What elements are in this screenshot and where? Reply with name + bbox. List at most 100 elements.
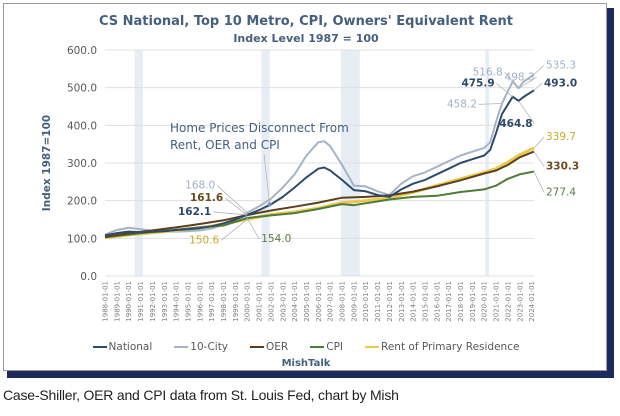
leader-line [224,197,248,216]
x-tick-label: 2023-01-01 [516,281,524,322]
y-tick-label: 100.0 [67,233,97,245]
x-tick-label: 2013-01-01 [398,281,406,322]
y-tick-label: 200.0 [67,196,97,208]
series-line-10-city [104,73,535,236]
legend-swatch [310,346,325,348]
x-tick-label: 1997-01-01 [208,281,216,322]
legend-swatch [250,346,265,348]
leader-line [213,211,248,216]
chart-caption: Case-Shiller, OER and CPI data from St. … [3,387,399,403]
x-tick-label: 2024-01-01 [528,281,536,322]
x-tick-label: 2006-01-01 [315,281,323,322]
leader-line [478,103,503,105]
annotation-text: Home Prices Disconnect From [170,121,349,135]
x-tick-label: 1995-01-01 [184,281,192,322]
x-tick-label: 1999-01-01 [232,281,240,322]
legend-label: 10-City [190,341,229,353]
x-tick-label: 2011-01-01 [374,281,382,322]
x-tick-label: 2005-01-01 [303,281,311,322]
x-tick-label: 2021-01-01 [493,281,501,322]
data-label: 516.8 [473,66,503,78]
data-label: 150.6 [189,234,219,246]
legend-label: National [108,341,153,353]
y-tick-label: 0.0 [80,271,97,283]
x-tick-label: 2017-01-01 [445,281,453,322]
x-tick-label: 1996-01-01 [196,281,204,322]
x-tick-label: 2018-01-01 [457,281,465,322]
x-tick-label: 1998-01-01 [220,281,228,322]
x-tick-label: 1993-01-01 [161,281,169,322]
legend-swatch [174,346,189,348]
brand-label: MishTalk [281,358,331,369]
x-tick-label: 2008-01-01 [339,281,347,322]
leader-line [246,217,260,240]
x-tick-label: 2016-01-01 [433,281,441,322]
legend-label: Rent of Primary Residence [381,341,520,353]
legend-item: 10-City [174,341,228,353]
data-label: 162.1 [178,206,211,218]
data-label: 464.8 [499,118,532,130]
y-tick-label: 600.0 [67,45,97,57]
y-tick-label: 500.0 [67,83,97,95]
leader-line [496,83,513,98]
data-label: 330.3 [546,161,579,173]
x-tick-label: 2015-01-01 [421,281,429,322]
data-label: 154.0 [261,233,291,245]
series-line-oer [104,150,535,238]
annotation-marker [267,202,272,207]
x-tick-label: 1992-01-01 [149,281,157,322]
x-tick-label: 1994-01-01 [173,281,181,322]
y-tick-label: 300.0 [67,158,97,170]
x-tick-label: 1991-01-01 [137,281,145,322]
x-tick-label: 2020-01-01 [481,281,489,322]
legend-swatch [92,346,107,348]
data-label: 535.3 [546,59,576,71]
leader-line [518,76,537,89]
series-line-rent-of-primary-residence [104,146,535,240]
annotation-text: Rent, OER and CPI [170,138,280,152]
legend-item: CPI [310,341,343,353]
legend-item: OER [250,341,288,353]
annotation-leader [263,153,271,205]
chart-frame: CS National, Top 10 Metro, CPI, Owners' … [3,3,607,371]
data-label: 493.0 [544,77,577,89]
data-label: 498.3 [505,71,535,83]
legend-item: Rent of Primary Residence [365,341,519,353]
data-label: 339.7 [546,131,576,143]
y-tick-label: 400.0 [67,120,97,132]
chart-title: CS National, Top 10 Metro, CPI, Owners' … [98,14,514,29]
x-tick-label: 2001-01-01 [256,281,264,322]
x-tick-label: 1990-01-01 [125,281,133,322]
x-tick-label: 2009-01-01 [350,281,358,322]
x-tick-label: 2014-01-01 [410,281,418,322]
chart-plot: 0.0 100.0 200.0 300.0 400.0 500.0 600.0 1988-01… [41,45,579,322]
leader-line [220,218,248,241]
series-line-national [104,89,535,237]
x-tick-label: 1989-01-01 [113,281,121,322]
data-label: 161.6 [190,192,223,204]
x-tick-label: 2022-01-01 [504,281,512,322]
x-tick-label: 2003-01-01 [279,281,287,322]
leader-line [533,136,545,149]
leader-line [518,100,535,125]
data-label: 277.4 [546,187,576,199]
legend-swatch [365,346,379,348]
chart-subtitle: Index Level 1987 = 100 [233,32,379,45]
leader-line [533,83,543,91]
x-tick-label: 2000-01-01 [244,281,252,322]
y-axis-label: Index 1987=100 [41,115,53,211]
x-tick-label: 1988-01-01 [102,281,110,322]
x-tick-label: 2004-01-01 [291,281,299,322]
leader-line [504,72,513,82]
leader-line [533,65,545,75]
x-tick-label: 2019-01-01 [469,281,477,322]
x-tick-label: 2007-01-01 [327,281,335,322]
leader-line [533,151,545,167]
x-tick-label: 2002-01-01 [267,281,275,322]
legend-label: CPI [326,341,343,353]
x-tick-label: 2010-01-01 [362,281,370,322]
legend-item: National [92,341,153,353]
leader-line [533,171,545,193]
leader-line [216,185,248,214]
chart-legend: National 10-City OER CPI Rent of Primary Res… [4,341,608,353]
